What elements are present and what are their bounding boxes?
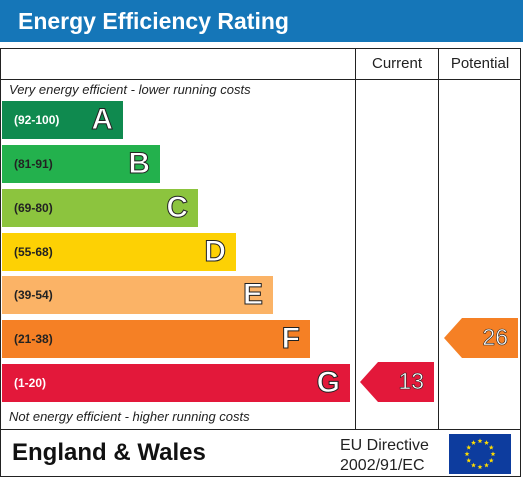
eu-star-icon [471, 440, 476, 445]
eu-star-icon [466, 444, 472, 450]
eu-star-icon [477, 438, 483, 444]
title-bar: Energy Efficiency Rating [0, 0, 523, 42]
potential-arrow-shape [444, 318, 518, 358]
band-f: (21-38) F [2, 320, 310, 358]
current-rating-arrow: 13 [360, 362, 434, 402]
eu-star-icon [464, 451, 470, 457]
potential-rating-value: 26 [482, 324, 508, 351]
band-range-a: (92-100) [14, 113, 60, 127]
eu-star-icon [471, 462, 476, 468]
band-d: (55-68) D [2, 233, 236, 271]
band-g: (1-20) G [2, 364, 350, 402]
eu-star-icon [466, 457, 472, 463]
directive-line-2: 2002/91/EC [340, 457, 425, 474]
rating-table [0, 48, 521, 477]
footer-region: England & Wales [12, 439, 206, 466]
band-range-e: (39-54) [14, 288, 53, 302]
band-b: (81-91) B [2, 145, 160, 183]
column-header-potential: Potential [450, 55, 510, 72]
footer-divider [0, 429, 521, 430]
band-letter-f: F [281, 322, 300, 356]
eu-star-icon [484, 462, 489, 468]
eu-star-icon [484, 440, 489, 445]
potential-rating-arrow: 26 [444, 318, 518, 358]
band-letter-d: D [204, 235, 227, 269]
divider-current [355, 48, 356, 430]
page-title: Energy Efficiency Rating [18, 8, 289, 34]
column-header-current: Current [371, 55, 423, 72]
eu-flag-icon [449, 434, 511, 474]
divider-potential [438, 48, 439, 430]
top-caption: Very energy efficient - lower running co… [9, 82, 251, 97]
eu-star-icon [477, 464, 483, 470]
band-range-d: (55-68) [14, 245, 53, 259]
band-c: (69-80) C [2, 189, 198, 227]
band-letter-g: G [316, 366, 340, 400]
current-rating-value: 13 [398, 368, 424, 395]
bottom-caption: Not energy efficient - higher running co… [9, 409, 250, 424]
directive-line-1: EU Directive [340, 437, 429, 454]
band-letter-e: E [242, 278, 263, 312]
band-range-b: (81-91) [14, 157, 53, 171]
band-range-g: (1-20) [14, 376, 47, 390]
eu-star-icon [488, 444, 494, 450]
band-letter-c: C [166, 191, 189, 225]
header-divider [0, 79, 521, 80]
band-range-c: (69-80) [14, 201, 53, 215]
band-e: (39-54) E [2, 276, 273, 314]
band-a: (92-100) A [2, 101, 123, 139]
eu-star-icon [490, 451, 496, 457]
band-letter-a: A [91, 103, 114, 137]
current-arrow-shape [360, 362, 434, 402]
eu-star-icon [488, 457, 494, 463]
band-letter-b: B [128, 147, 151, 181]
band-range-f: (21-38) [14, 332, 53, 346]
